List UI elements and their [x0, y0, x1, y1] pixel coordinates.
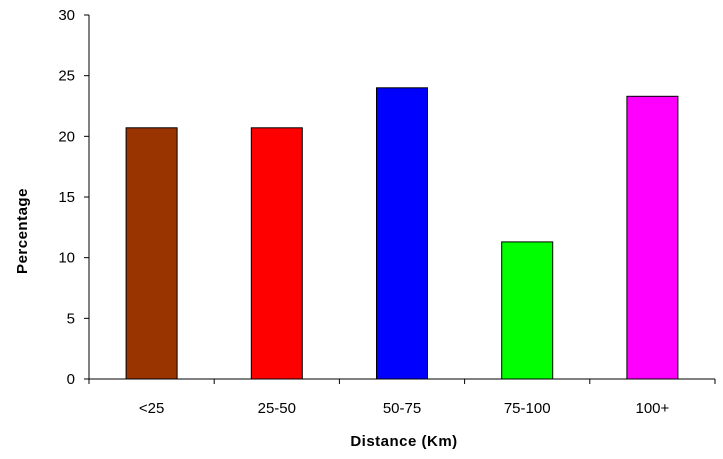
x-tick-label: 100+ — [636, 400, 670, 417]
y-ticks-group: 0 5 10 15 20 25 30 — [58, 7, 89, 388]
x-tick-label: 50-75 — [383, 400, 421, 417]
bar-2 — [376, 87, 428, 380]
x-axis-title: Distance (Km) — [350, 433, 457, 450]
bar-3 — [501, 241, 554, 380]
y-tick-label: 5 — [67, 310, 75, 327]
y-tick-label: 25 — [58, 68, 75, 85]
y-tick-label: 0 — [67, 371, 75, 388]
x-tick-label: <25 — [139, 400, 164, 417]
y-tick-label: 15 — [58, 189, 75, 206]
y-axis-title: Percentage — [14, 188, 31, 274]
x-tick-label: 75-100 — [504, 400, 551, 417]
y-tick-label: 30 — [58, 7, 75, 24]
x-tick-label: 25-50 — [258, 400, 296, 417]
bar-1 — [250, 127, 303, 380]
bar-4 — [626, 95, 679, 380]
y-tick-label: 20 — [58, 128, 75, 145]
bar-0 — [125, 127, 178, 380]
bars-group — [125, 87, 679, 380]
x-ticks-group: <25 25-50 50-75 75-100 100+ — [88, 379, 716, 417]
y-tick-label: 10 — [58, 250, 75, 267]
